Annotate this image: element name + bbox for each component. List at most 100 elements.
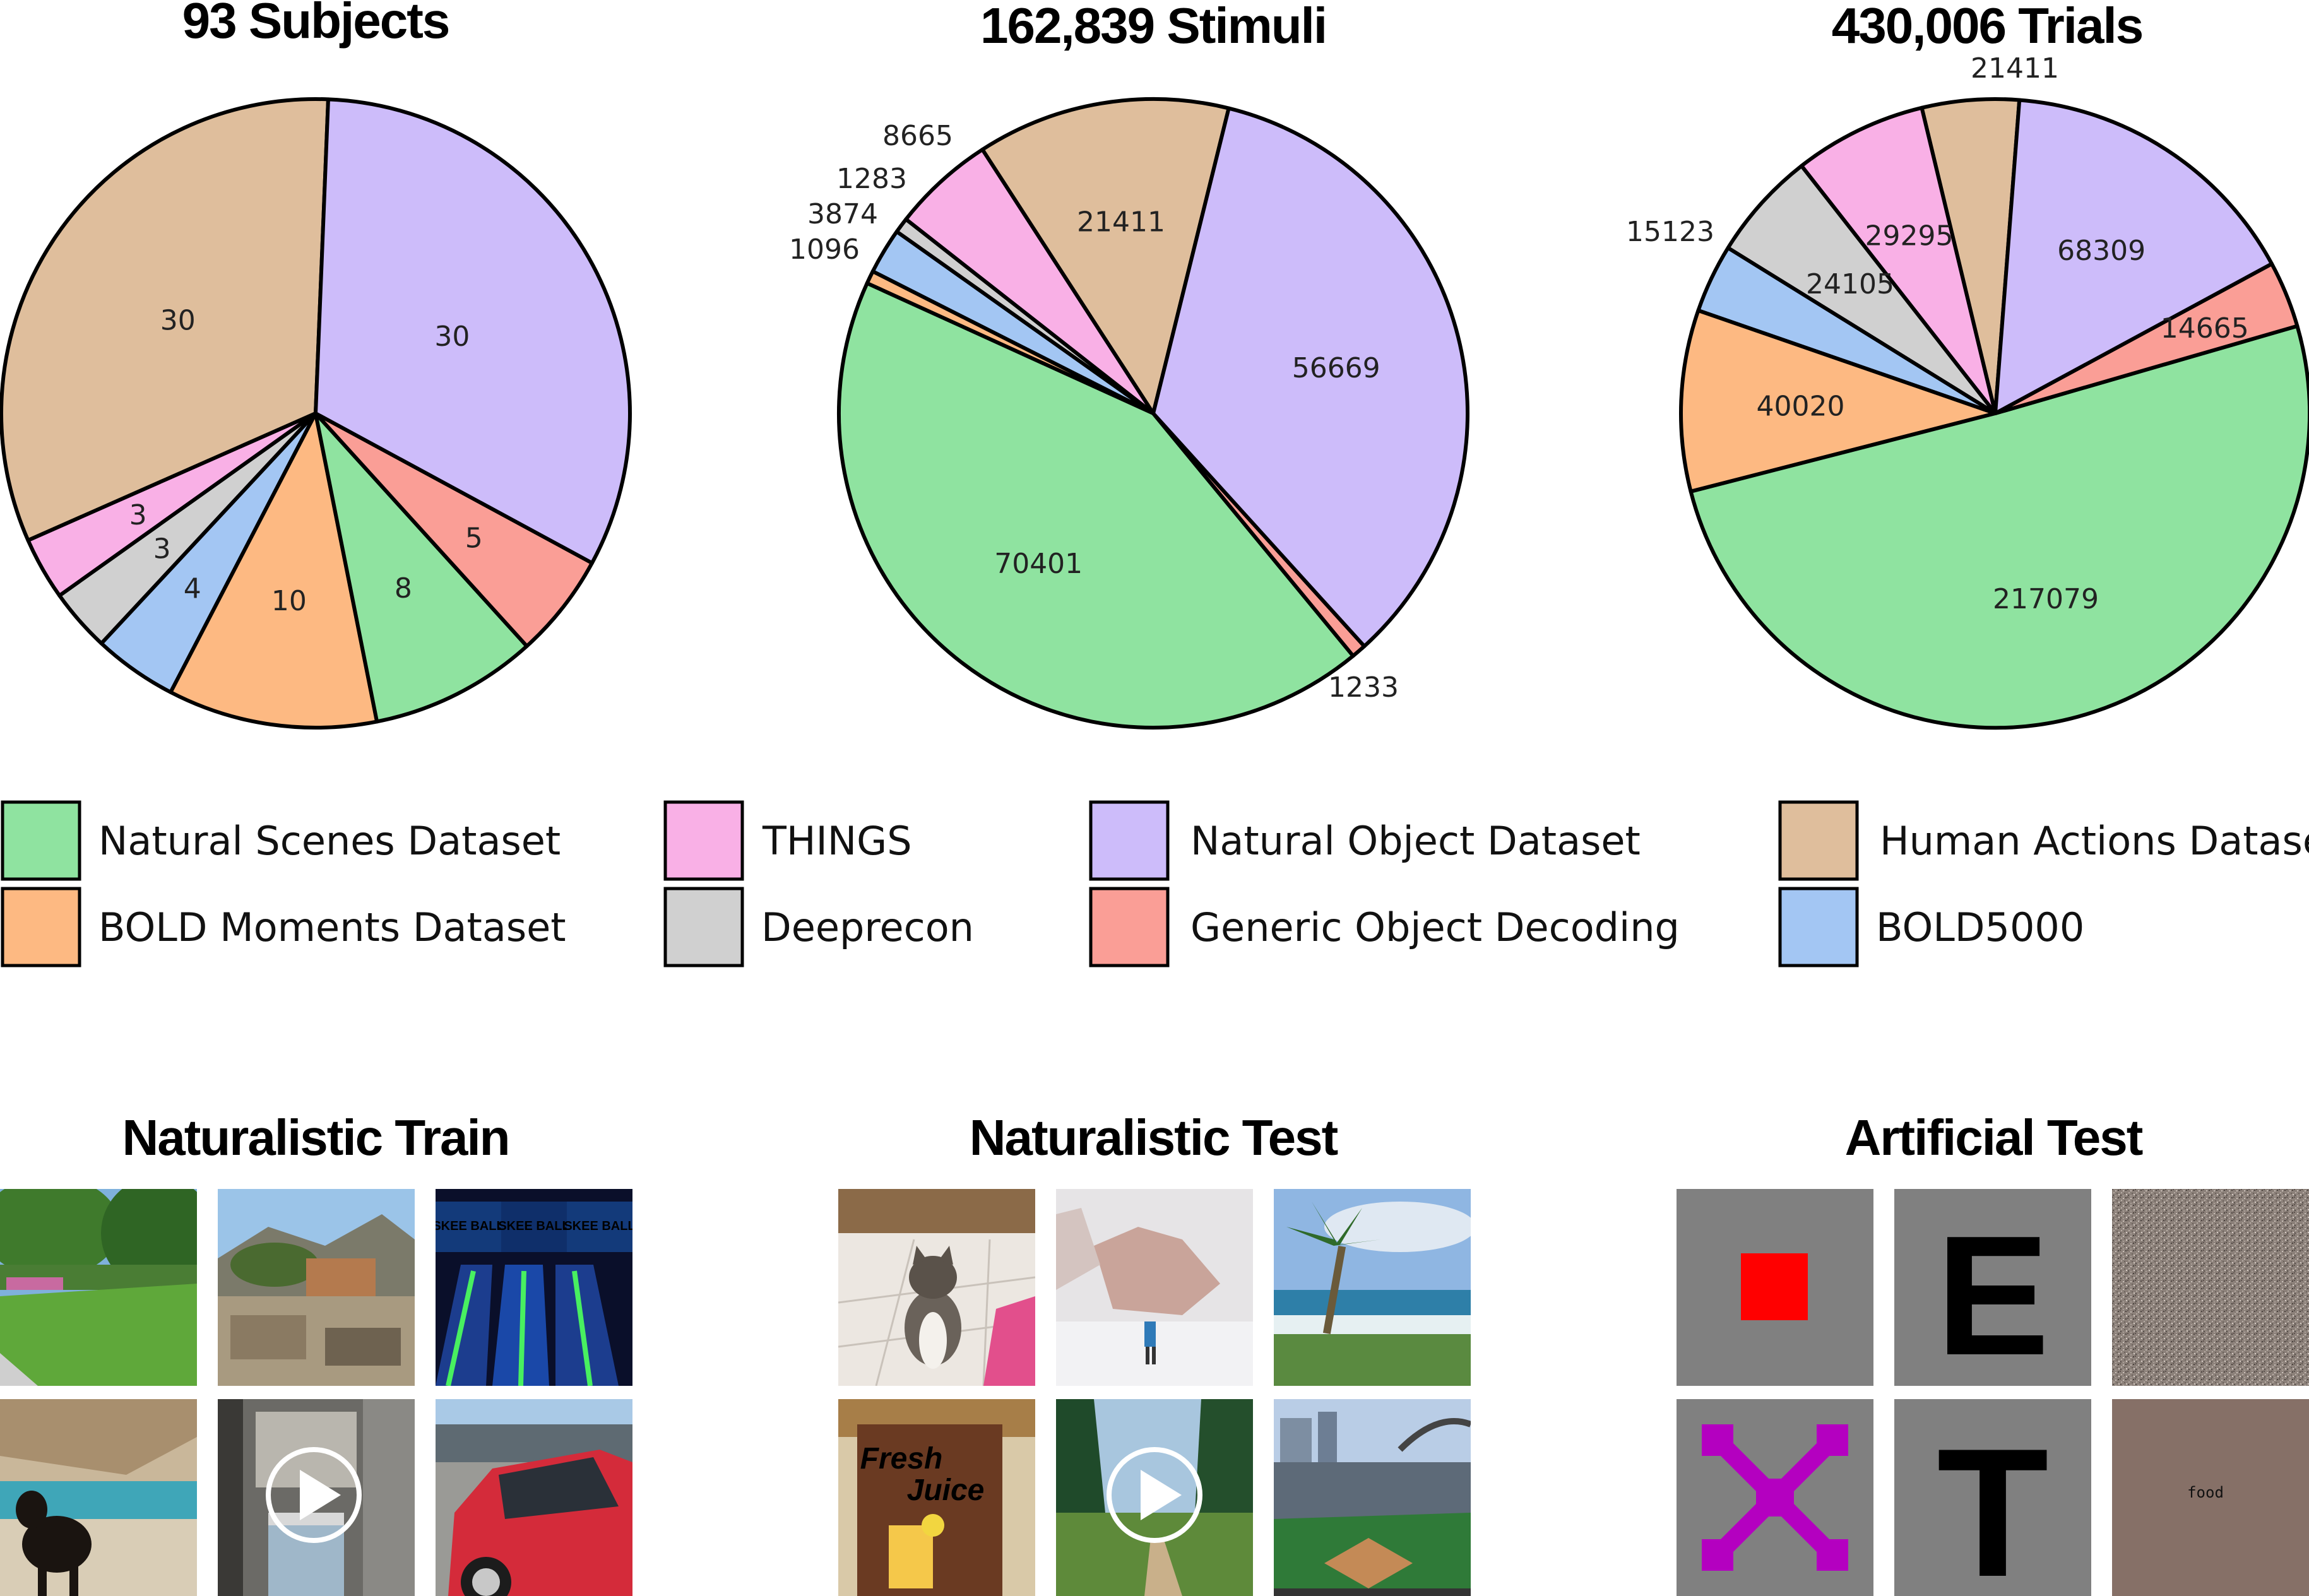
legend: Natural Scenes Dataset THINGS Natural Ob… [1,800,2309,967]
pie-label-nod: 68309 [2057,235,2146,267]
panel-naturalistic-test: Fresh Juice [838,1189,1471,1596]
legend-swatch-god [1089,887,1170,967]
pie-label-nsd: 70401 [994,548,1083,580]
legend-swatch-bmd [1,887,81,967]
legend-label-had: Human Actions Dataset [1880,818,2309,864]
skee-sign-2: SKEE BALL [498,1219,569,1233]
pie-label-deeprecon: 3 [153,533,171,565]
legend-item-bold5000: BOLD5000 [1778,887,2084,967]
pie-label-deeprecon: 1283 [836,163,907,195]
artificial-word-food: food [2187,1484,2224,1501]
pie-label-bold5000: 3874 [807,198,878,230]
pie-slice-had [1920,97,2022,415]
legend-label-nsd: Natural Scenes Dataset [98,818,561,864]
panel-title-naturalistic-train: Naturalistic Train [122,1109,509,1166]
tile-noise [2112,1189,2309,1386]
pie-label-things: 3 [129,499,147,531]
pie-label-bmd: 40020 [1757,390,1845,422]
pie-label-bold5000: 4 [184,573,201,605]
pie-label-had: 21411 [1077,206,1165,239]
pie-slice-bmd [169,411,379,730]
tile-skee-ball: SKEE BALL SKEE BALL SKEE BALL [432,1189,635,1386]
legend-swatch-nod [1089,800,1170,881]
pie-slice-deeprecon [1726,163,1997,415]
pie-label-things: 29295 [1865,220,1954,252]
tile-snow-hiker [1056,1189,1253,1386]
tile-red-car [436,1399,632,1596]
pie-title-3: 430,006 Trials [1832,0,2142,54]
pie-label-nsd: 8 [395,572,412,605]
pie-label-bmd: 1096 [789,233,860,266]
panel-title-artificial-test: Artificial Test [1845,1109,2143,1166]
tile-baseball-stadium [1274,1399,1471,1596]
pie-label-god: 14665 [2161,312,2249,345]
pie-label-god: 5 [465,523,483,555]
skee-sign-1: SKEE BALL [432,1219,504,1233]
tile-goat [0,1399,197,1596]
pie-label-things: 8665 [882,120,953,152]
pie-label-deeprecon: 24105 [1806,268,1894,300]
legend-item-nod: Natural Object Dataset [1089,800,1641,881]
tile-word-food: food [2112,1399,2309,1596]
legend-swatch-things [663,800,744,881]
tile-garden [0,1189,197,1386]
panel-naturalistic-train: SKEE BALL SKEE BALL SKEE BALL [0,1189,635,1596]
tile-coffee-machine [218,1399,415,1596]
pie-label-nod: 56669 [1292,352,1380,384]
legend-item-things: THINGS [663,800,912,881]
pie-slice-things [904,147,1155,415]
pie-label-bold5000: 15123 [1626,216,1714,248]
tile-beach-palm [1274,1189,1471,1386]
pie-label-had: 21411 [1971,52,2059,85]
tile-letter-e: E [1894,1189,2091,1391]
legend-label-things: THINGS [762,818,912,864]
legend-swatch-nsd [1,800,81,881]
legend-label-god: Generic Object Decoding [1190,904,1680,950]
tile-magenta-cross [1677,1399,1873,1596]
pie-slice-nsd [1689,324,2309,730]
pie-label-nod: 30 [434,321,470,353]
pie-title-2: 162,839 Stimuli [980,0,1326,54]
tile-ruins [218,1189,415,1386]
tile-cat [838,1189,1035,1386]
legend-label-bmd: BOLD Moments Dataset [98,904,566,950]
pie-slice-things [1800,105,1997,415]
pie-label-had: 30 [160,305,196,337]
pie-label-god: 1233 [1328,671,1399,704]
pie-slice-nod [1151,106,1469,649]
legend-label-deeprecon: Deeprecon [761,904,974,950]
legend-item-god: Generic Object Decoding [1089,887,1680,967]
legend-swatch-had [1778,800,1859,881]
panel-artificial-test: E T food [1677,1189,2309,1596]
video-play-icon [1107,1447,1202,1543]
juice-text-2: Juice [907,1474,985,1507]
juice-text-1: Fresh [860,1442,943,1475]
pie-label-bmd: 10 [271,585,307,617]
artificial-letter-t: T [1937,1410,2048,1596]
pie-slice-nsd [314,411,529,724]
panel-title-naturalistic-test: Naturalistic Test [970,1109,1338,1166]
pie-slice-had [980,97,1231,415]
skee-sign-3: SKEE BALL [564,1219,635,1233]
video-play-icon [266,1447,362,1543]
legend-label-nod: Natural Object Dataset [1190,818,1641,864]
legend-item-bmd: BOLD Moments Dataset [1,887,566,967]
tile-letter-t: T [1894,1399,2091,1596]
pie-slice-nod [314,97,632,565]
pie-label-nsd: 217079 [1993,583,2099,615]
pie-title-1: 93 Subjects [182,0,449,49]
pie-slice-nsd [837,281,1355,730]
legend-item-had: Human Actions Dataset [1778,800,2309,881]
pie-slice-god [314,411,594,648]
legend-swatch-deeprecon [663,887,744,967]
legend-swatch-bold5000 [1778,887,1859,967]
legend-item-nsd: Natural Scenes Dataset [1,800,561,881]
tile-fresh-juice: Fresh Juice [838,1399,1035,1596]
pie-slice-nod [1993,98,2274,415]
pie-slice-bmd [1679,308,1997,494]
